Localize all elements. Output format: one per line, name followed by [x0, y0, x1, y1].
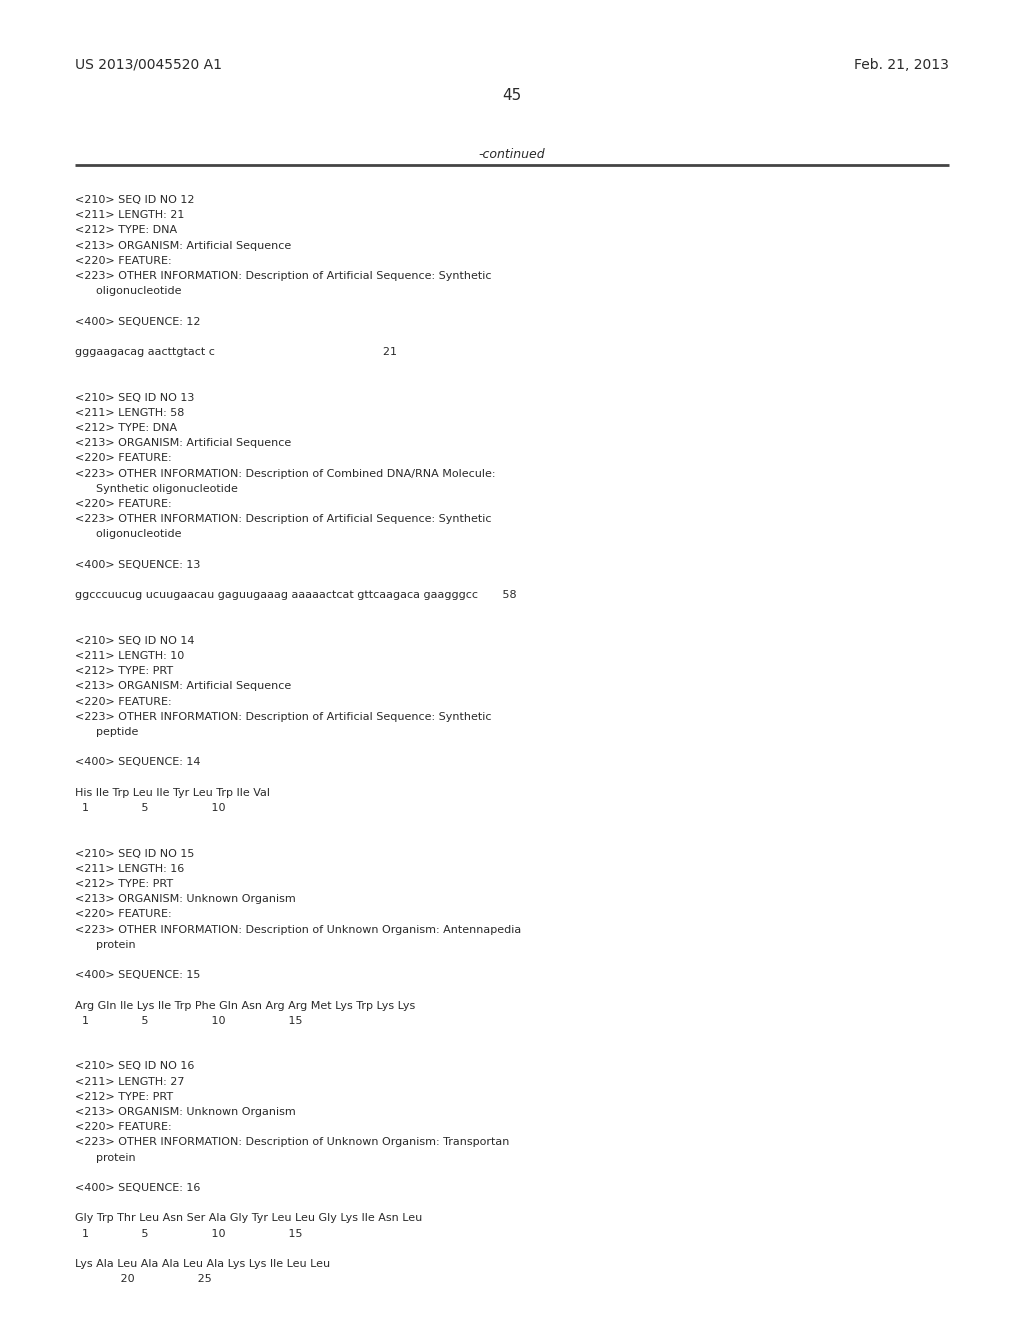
Text: -continued: -continued	[478, 148, 546, 161]
Text: <212> TYPE: DNA: <212> TYPE: DNA	[75, 226, 177, 235]
Text: <211> LENGTH: 21: <211> LENGTH: 21	[75, 210, 184, 220]
Text: <220> FEATURE:: <220> FEATURE:	[75, 1122, 172, 1133]
Text: <210> SEQ ID NO 13: <210> SEQ ID NO 13	[75, 392, 195, 403]
Text: protein: protein	[75, 1152, 135, 1163]
Text: <213> ORGANISM: Unknown Organism: <213> ORGANISM: Unknown Organism	[75, 894, 296, 904]
Text: <211> LENGTH: 10: <211> LENGTH: 10	[75, 651, 184, 661]
Text: Gly Trp Thr Leu Asn Ser Ala Gly Tyr Leu Leu Gly Lys Ile Asn Leu: Gly Trp Thr Leu Asn Ser Ala Gly Tyr Leu …	[75, 1213, 422, 1224]
Text: oligonucleotide: oligonucleotide	[75, 286, 181, 296]
Text: Arg Gln Ile Lys Ile Trp Phe Gln Asn Arg Arg Met Lys Trp Lys Lys: Arg Gln Ile Lys Ile Trp Phe Gln Asn Arg …	[75, 1001, 416, 1011]
Text: <210> SEQ ID NO 16: <210> SEQ ID NO 16	[75, 1061, 195, 1072]
Text: oligonucleotide: oligonucleotide	[75, 529, 181, 540]
Text: <212> TYPE: PRT: <212> TYPE: PRT	[75, 1092, 173, 1102]
Text: <223> OTHER INFORMATION: Description of Unknown Organism: Antennapedia: <223> OTHER INFORMATION: Description of …	[75, 924, 521, 935]
Text: gggaagacag aacttgtact c                                                21: gggaagacag aacttgtact c 21	[75, 347, 397, 356]
Text: <400> SEQUENCE: 14: <400> SEQUENCE: 14	[75, 758, 201, 767]
Text: 45: 45	[503, 88, 521, 103]
Text: <212> TYPE: DNA: <212> TYPE: DNA	[75, 422, 177, 433]
Text: <210> SEQ ID NO 12: <210> SEQ ID NO 12	[75, 195, 195, 205]
Text: <210> SEQ ID NO 15: <210> SEQ ID NO 15	[75, 849, 195, 858]
Text: Synthetic oligonucleotide: Synthetic oligonucleotide	[75, 484, 238, 494]
Text: <223> OTHER INFORMATION: Description of Combined DNA/RNA Molecule:: <223> OTHER INFORMATION: Description of …	[75, 469, 496, 479]
Text: <220> FEATURE:: <220> FEATURE:	[75, 697, 172, 706]
Text: <220> FEATURE:: <220> FEATURE:	[75, 453, 172, 463]
Text: <212> TYPE: PRT: <212> TYPE: PRT	[75, 879, 173, 888]
Text: <213> ORGANISM: Artificial Sequence: <213> ORGANISM: Artificial Sequence	[75, 438, 291, 449]
Text: <400> SEQUENCE: 16: <400> SEQUENCE: 16	[75, 1183, 201, 1193]
Text: <223> OTHER INFORMATION: Description of Unknown Organism: Transportan: <223> OTHER INFORMATION: Description of …	[75, 1138, 509, 1147]
Text: <211> LENGTH: 16: <211> LENGTH: 16	[75, 863, 184, 874]
Text: <223> OTHER INFORMATION: Description of Artificial Sequence: Synthetic: <223> OTHER INFORMATION: Description of …	[75, 711, 492, 722]
Text: <400> SEQUENCE: 13: <400> SEQUENCE: 13	[75, 560, 201, 570]
Text: peptide: peptide	[75, 727, 138, 737]
Text: <210> SEQ ID NO 14: <210> SEQ ID NO 14	[75, 636, 195, 645]
Text: <211> LENGTH: 58: <211> LENGTH: 58	[75, 408, 184, 418]
Text: 1               5                  10                  15: 1 5 10 15	[75, 1229, 302, 1238]
Text: <213> ORGANISM: Artificial Sequence: <213> ORGANISM: Artificial Sequence	[75, 681, 291, 692]
Text: Feb. 21, 2013: Feb. 21, 2013	[854, 58, 949, 73]
Text: <220> FEATURE:: <220> FEATURE:	[75, 499, 172, 510]
Text: 20                  25: 20 25	[75, 1274, 212, 1284]
Text: His Ile Trp Leu Ile Tyr Leu Trp Ile Val: His Ile Trp Leu Ile Tyr Leu Trp Ile Val	[75, 788, 270, 797]
Text: <211> LENGTH: 27: <211> LENGTH: 27	[75, 1077, 184, 1086]
Text: 1               5                  10: 1 5 10	[75, 803, 225, 813]
Text: Lys Ala Leu Ala Ala Leu Ala Lys Lys Ile Leu Leu: Lys Ala Leu Ala Ala Leu Ala Lys Lys Ile …	[75, 1259, 330, 1269]
Text: <400> SEQUENCE: 15: <400> SEQUENCE: 15	[75, 970, 201, 981]
Text: <400> SEQUENCE: 12: <400> SEQUENCE: 12	[75, 317, 201, 326]
Text: <220> FEATURE:: <220> FEATURE:	[75, 256, 172, 265]
Text: ggcccuucug ucuugaacau gaguugaaag aaaaactcat gttcaagaca gaagggcc       58: ggcccuucug ucuugaacau gaguugaaag aaaaact…	[75, 590, 517, 601]
Text: <223> OTHER INFORMATION: Description of Artificial Sequence: Synthetic: <223> OTHER INFORMATION: Description of …	[75, 271, 492, 281]
Text: <213> ORGANISM: Artificial Sequence: <213> ORGANISM: Artificial Sequence	[75, 240, 291, 251]
Text: <212> TYPE: PRT: <212> TYPE: PRT	[75, 667, 173, 676]
Text: <213> ORGANISM: Unknown Organism: <213> ORGANISM: Unknown Organism	[75, 1107, 296, 1117]
Text: US 2013/0045520 A1: US 2013/0045520 A1	[75, 58, 222, 73]
Text: 1               5                  10                  15: 1 5 10 15	[75, 1016, 302, 1026]
Text: <223> OTHER INFORMATION: Description of Artificial Sequence: Synthetic: <223> OTHER INFORMATION: Description of …	[75, 515, 492, 524]
Text: <220> FEATURE:: <220> FEATURE:	[75, 909, 172, 920]
Text: protein: protein	[75, 940, 135, 950]
